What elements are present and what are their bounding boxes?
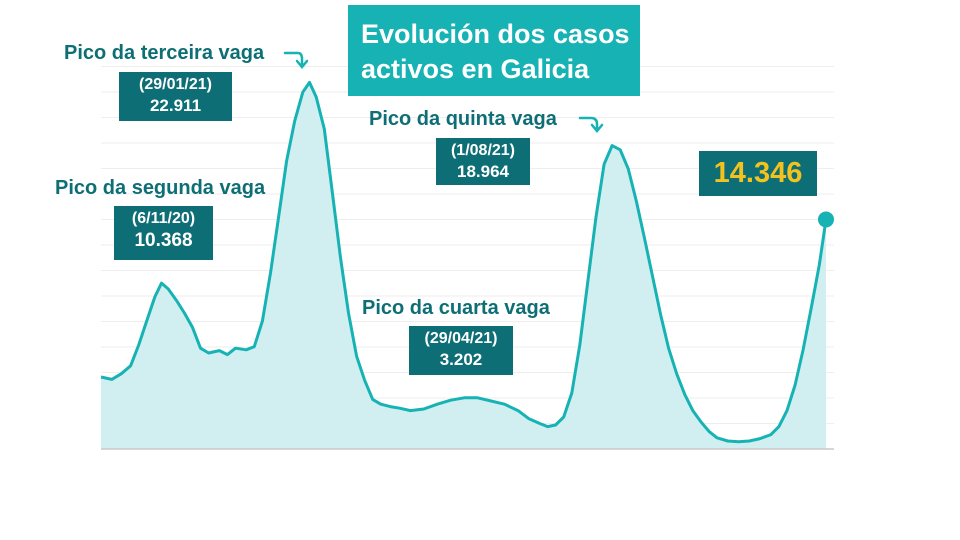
third-wave-arrow-icon	[283, 51, 309, 69]
third-wave-date: (29/01/21)	[139, 76, 212, 93]
current-value-badge: 14.346	[699, 151, 817, 196]
second-wave-value: 10.368	[134, 230, 193, 251]
fourth-wave-date: (29/04/21)	[424, 330, 498, 347]
area-fill	[101, 82, 826, 450]
fourth-wave-box: (29/04/21) 3.202	[409, 326, 513, 375]
fifth-wave-value: 18.964	[457, 162, 509, 181]
third-wave-label: Pico da terceira vaga	[64, 42, 265, 64]
fifth-wave-label: Pico da quinta vaga	[369, 108, 557, 130]
latest-point-marker	[818, 211, 834, 228]
fourth-wave-value: 3.202	[439, 350, 483, 369]
fifth-wave-arrow-icon	[578, 116, 604, 133]
chart-title-line1: Evolución dos casos	[361, 19, 630, 49]
second-wave-box: (6/11/20) 10.368	[114, 206, 213, 260]
chart-title-line2: activos en Galicia	[361, 54, 590, 84]
fifth-wave-box: (1/08/21) 18.964	[436, 138, 530, 185]
series-line	[100, 80, 828, 444]
chart-title: Evolución dos casos activos en Galicia	[348, 5, 640, 96]
third-wave-value: 22.911	[149, 96, 202, 115]
third-wave-box: (29/01/21) 22.911	[119, 72, 232, 121]
second-wave-label: Pico da segunda vaga	[55, 177, 266, 199]
fifth-wave-date: (1/08/21)	[450, 142, 516, 159]
fourth-wave-label: Pico da cuarta vaga	[362, 297, 550, 319]
second-wave-date: (6/11/20)	[131, 210, 196, 227]
